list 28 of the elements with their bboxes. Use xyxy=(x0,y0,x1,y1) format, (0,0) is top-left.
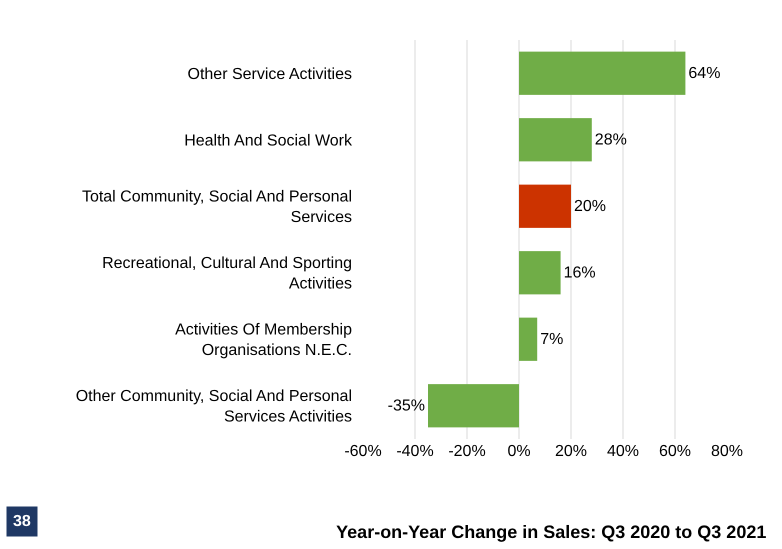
x-tick-label: 80% xyxy=(710,443,744,460)
y-tick-label: Health And Social Work xyxy=(184,132,353,150)
bar xyxy=(519,52,686,95)
data-label: 16% xyxy=(564,264,596,282)
y-tick-label: Total Community, Social And Personal Services xyxy=(82,188,352,226)
x-tick-label: 40% xyxy=(606,443,640,460)
x-tick-label: -40% xyxy=(396,443,434,460)
x-tick-label: 60% xyxy=(658,443,692,460)
data-label: 20% xyxy=(574,198,606,215)
y-tick-label: Recreational, Cultural And Sporting Activities xyxy=(102,254,352,293)
data-label: 7% xyxy=(540,330,564,348)
text: Year-on-Year Change in Sales: Q3 2020 to Q3 2021 xyxy=(336,522,766,542)
data-label: 64% xyxy=(688,64,720,82)
bar xyxy=(519,251,561,294)
x-tick-label: 0% xyxy=(507,443,531,460)
y-tick-label: Other Service Activities xyxy=(188,66,352,83)
data-label: -35% xyxy=(388,397,425,414)
text: 38 xyxy=(13,513,31,530)
y-tick-label: Other Community, Social And Personal Services Activities xyxy=(76,388,352,426)
data-label: 28% xyxy=(594,131,627,148)
y-tick-label: Activities Of Membership Organisations N.E.C. xyxy=(175,321,352,360)
bar xyxy=(519,318,538,361)
x-tick-label: 20% xyxy=(554,443,588,460)
bar xyxy=(519,184,571,228)
x-tick-label: -20% xyxy=(448,443,486,460)
bar xyxy=(519,118,592,162)
x-tick-label: -60% xyxy=(344,443,382,460)
bar xyxy=(428,384,519,428)
